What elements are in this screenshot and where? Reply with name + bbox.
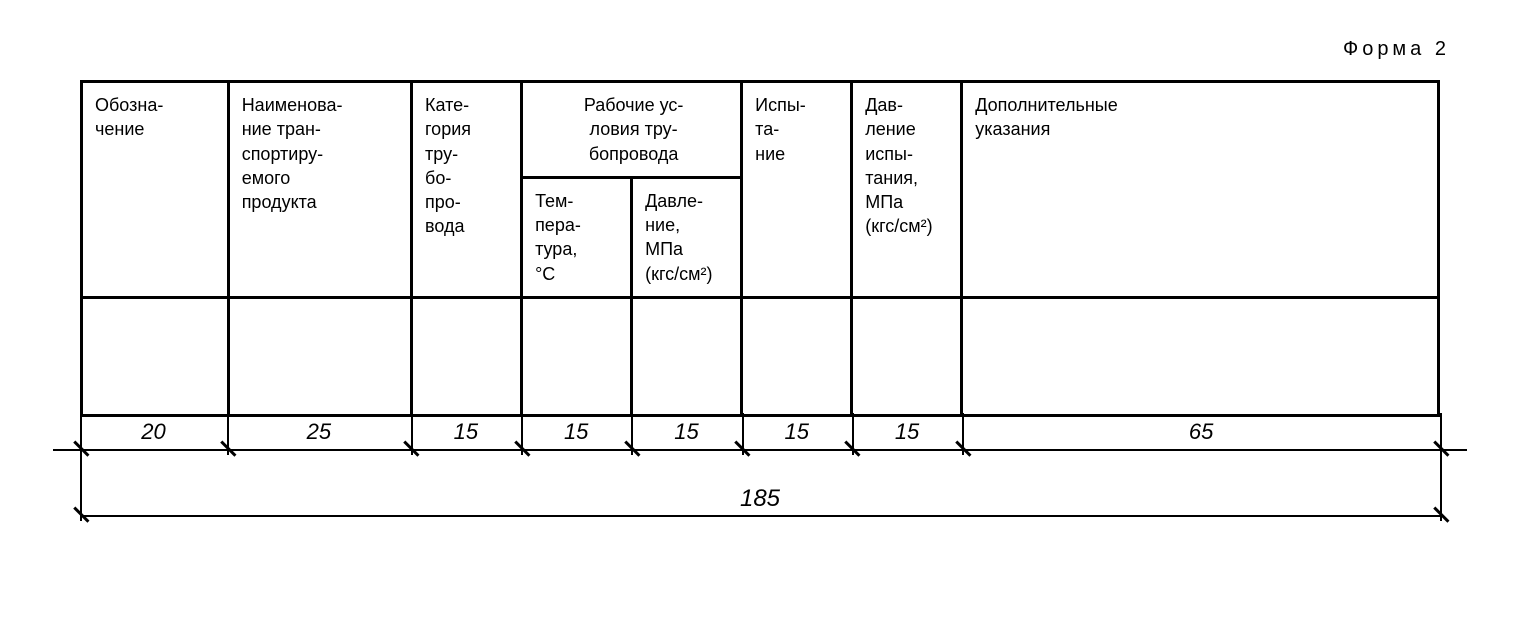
header-text: Рабочие ус-ловия тру-бопровода bbox=[584, 95, 684, 164]
header-text: Тем-пера-тура,°C bbox=[535, 191, 581, 284]
header-text: Обозна-чение bbox=[95, 95, 163, 139]
dim-label: 15 bbox=[742, 419, 852, 445]
col-header-designation: Обозна-чение bbox=[82, 82, 229, 298]
cell bbox=[632, 298, 742, 416]
cell bbox=[412, 298, 522, 416]
dim-label: 15 bbox=[631, 419, 741, 445]
col-header-temperature: Тем-пера-тура,°C bbox=[522, 177, 632, 297]
dim-label: 65 bbox=[962, 419, 1440, 445]
dim-label: 15 bbox=[521, 419, 631, 445]
header-text: Дополнительныеуказания bbox=[975, 95, 1118, 139]
cell bbox=[82, 298, 229, 416]
dim-label: 25 bbox=[227, 419, 411, 445]
cell bbox=[228, 298, 411, 416]
header-text: Давле-ние,МПа(кгс/см²) bbox=[645, 191, 712, 284]
header-text: Наименова-ние тран-спортиру-емогопродукт… bbox=[242, 95, 343, 212]
col-header-product-name: Наименова-ние тран-спортиру-емогопродукт… bbox=[228, 82, 411, 298]
col-header-additional-notes: Дополнительныеуказания bbox=[962, 82, 1439, 298]
cell bbox=[852, 298, 962, 416]
form-table: Обозна-чение Наименова-ние тран-спортиру… bbox=[80, 80, 1440, 417]
cell bbox=[962, 298, 1439, 416]
dim-label: 15 bbox=[852, 419, 962, 445]
col-header-pressure: Давле-ние,МПа(кгс/см²) bbox=[632, 177, 742, 297]
dim-label: 15 bbox=[411, 419, 521, 445]
form-title: Форма 2 bbox=[1343, 38, 1450, 61]
header-text: Дав-лениеиспы-тания,МПа(кгс/см²) bbox=[865, 95, 932, 236]
col-header-category: Кате-гориятру-бо-про-вода bbox=[412, 82, 522, 298]
col-header-test-pressure: Дав-лениеиспы-тания,МПа(кгс/см²) bbox=[852, 82, 962, 298]
cell bbox=[742, 298, 852, 416]
col-header-operating-conditions: Рабочие ус-ловия тру-бопровода bbox=[522, 82, 742, 178]
dimension-row-total: 185 bbox=[80, 485, 1440, 555]
form-diagram: Обозна-чение Наименова-ние тран-спортиру… bbox=[80, 80, 1440, 555]
table-row bbox=[82, 298, 1439, 416]
dimension-row-columns: 20 25 15 15 15 15 15 65 bbox=[80, 415, 1440, 485]
dim-label: 20 bbox=[80, 419, 227, 445]
header-text: Испы-та-ние bbox=[755, 95, 806, 164]
cell bbox=[522, 298, 632, 416]
col-header-test: Испы-та-ние bbox=[742, 82, 852, 298]
header-text: Кате-гориятру-бо-про-вода bbox=[425, 95, 471, 236]
dim-label-total: 185 bbox=[80, 485, 1440, 513]
